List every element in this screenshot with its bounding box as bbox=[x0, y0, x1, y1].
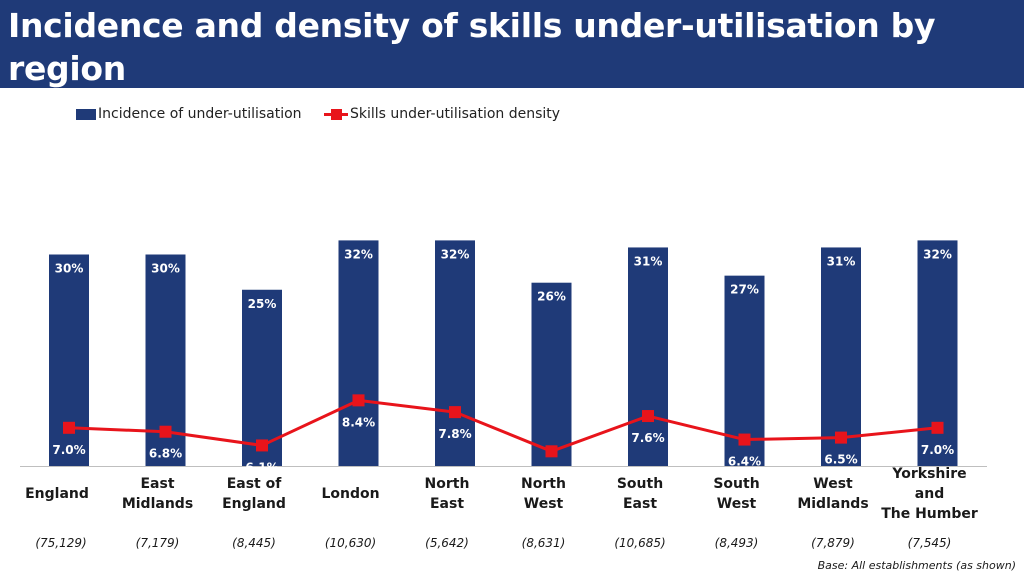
legend-item-incidence: Incidence of under-utilisation bbox=[76, 106, 302, 122]
bar-value-label: 31% bbox=[827, 254, 856, 268]
legend-label-incidence: Incidence of under-utilisation bbox=[98, 106, 302, 122]
bar bbox=[338, 240, 379, 466]
legend-bar-swatch bbox=[76, 108, 96, 120]
bar-value-label: 26% bbox=[537, 290, 566, 304]
footnote: Base: All establishments (as shown) bbox=[817, 559, 1016, 572]
bar bbox=[531, 282, 572, 466]
legend-item-density: Skills under-utilisation density bbox=[324, 106, 560, 122]
base-size-label: (75,129) bbox=[35, 536, 86, 550]
density-marker bbox=[738, 433, 751, 446]
category-label: West Midlands bbox=[797, 476, 868, 512]
density-marker bbox=[642, 410, 654, 423]
bar bbox=[821, 247, 861, 466]
base-size-label: (7,179) bbox=[136, 536, 180, 550]
base-size-label: (7,879) bbox=[811, 536, 855, 550]
bar-value-label: 31% bbox=[634, 254, 663, 268]
bar bbox=[435, 240, 475, 466]
legend-label-density: Skills under-utilisation density bbox=[350, 106, 561, 122]
bar bbox=[628, 247, 668, 466]
density-value-label: 6.4% bbox=[728, 455, 761, 469]
base-size-label: (7,545) bbox=[908, 536, 952, 550]
bar bbox=[242, 289, 282, 466]
density-marker bbox=[449, 406, 461, 419]
base-size-label: (10,685) bbox=[614, 536, 665, 550]
base-size-label: (8,445) bbox=[232, 536, 276, 550]
density-value-label: 7.8% bbox=[438, 427, 471, 441]
base-size-label: (8,631) bbox=[522, 536, 566, 550]
title-bar: Incidence and density of skills under-ut… bbox=[0, 0, 1024, 88]
density-value-label: 7.0% bbox=[921, 443, 954, 457]
density-marker bbox=[63, 421, 75, 434]
category-label: South West bbox=[713, 476, 759, 512]
category-label: South East bbox=[617, 476, 663, 512]
category-label: East Midlands bbox=[122, 476, 193, 512]
bar-value-label: 30% bbox=[55, 262, 84, 276]
bar bbox=[49, 254, 89, 466]
category-label: England bbox=[25, 486, 89, 502]
category-label: London bbox=[321, 486, 379, 502]
legend-line-swatch bbox=[324, 108, 348, 120]
density-line bbox=[68, 398, 938, 453]
category-label: North West bbox=[521, 476, 566, 512]
density-value-label: 8.4% bbox=[342, 415, 375, 429]
density-marker bbox=[256, 439, 268, 452]
base-size-label: (8,493) bbox=[715, 536, 759, 550]
density-value-label: 6.8% bbox=[149, 447, 182, 461]
density-marker bbox=[931, 421, 944, 434]
bar-value-label: 32% bbox=[344, 247, 373, 261]
density-marker bbox=[835, 431, 847, 444]
bar-value-label: 27% bbox=[730, 283, 759, 297]
density-value-label: 6.1% bbox=[245, 460, 278, 474]
bar-value-label: 25% bbox=[248, 297, 277, 311]
density-marker bbox=[545, 445, 558, 458]
density-value-label: 7.0% bbox=[52, 443, 85, 457]
base-size-label: (5,642) bbox=[425, 536, 469, 550]
bar-value-label: 32% bbox=[923, 247, 952, 261]
density-value-label: 5.8% bbox=[535, 466, 568, 480]
bar-value-label: 32% bbox=[441, 247, 470, 261]
density-value-label: 7.6% bbox=[631, 431, 664, 445]
bar-value-label: 30% bbox=[151, 262, 180, 276]
category-label: Yorkshire and The Humber bbox=[881, 466, 978, 522]
density-marker bbox=[352, 394, 365, 407]
base-size-label: (10,630) bbox=[325, 536, 376, 550]
density-marker bbox=[159, 425, 172, 438]
page-title: Incidence and density of skills under-ut… bbox=[8, 6, 936, 88]
category-label: East of England bbox=[222, 476, 286, 512]
category-label: North East bbox=[425, 476, 470, 512]
density-value-label: 6.5% bbox=[824, 453, 857, 467]
